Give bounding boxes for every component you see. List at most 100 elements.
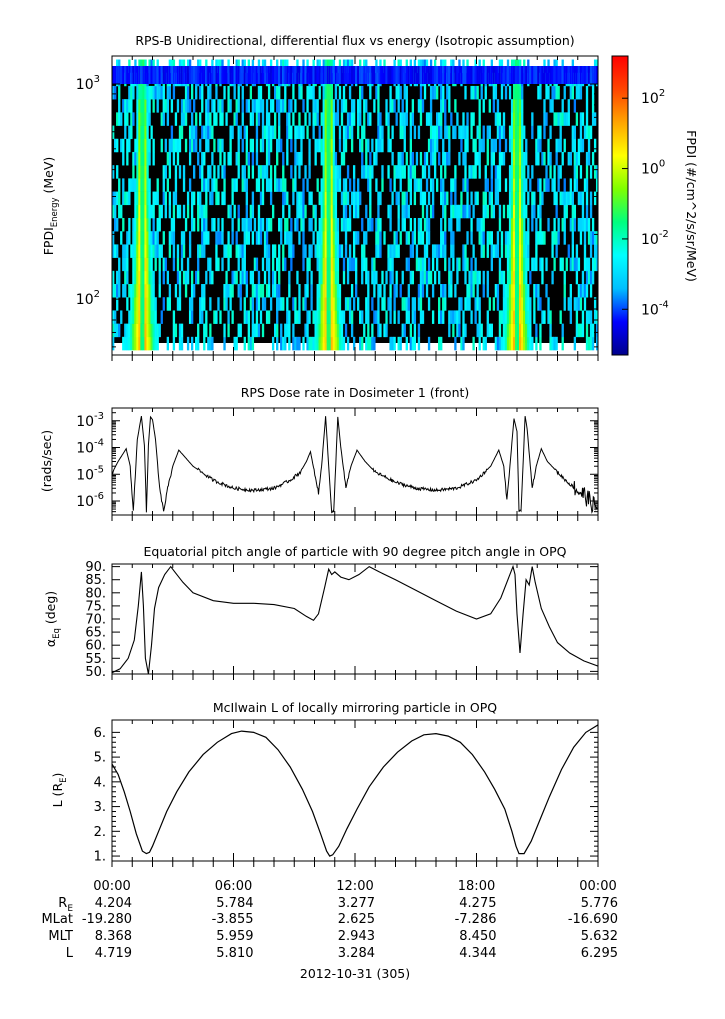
heatmap-cell: [395, 85, 398, 100]
heatmap-cell: [199, 244, 202, 258]
heatmap-cell: [114, 138, 117, 153]
heatmap-cell: [492, 297, 496, 311]
heatmap-cell: [314, 66, 317, 84]
heatmap-cell: [243, 231, 246, 245]
heatmap-cell: [433, 125, 437, 140]
heatmap-cell: [494, 165, 498, 179]
heatmap-cell: [464, 270, 467, 285]
heatmap-cell: [446, 191, 449, 206]
heatmap-cell: [480, 138, 483, 153]
heatmap-cell: [423, 244, 427, 258]
heatmap-cell: [490, 66, 493, 84]
colorbar-tick-label: 10-4: [641, 299, 669, 318]
heatmap-cell: [498, 125, 502, 140]
ephemeris-row-label: MLT: [48, 929, 73, 944]
heatmap-cell: [533, 204, 536, 219]
heatmap-cell: [486, 125, 489, 140]
heatmap-cell: [535, 336, 538, 351]
heatmap-cell: [444, 99, 447, 113]
heatmap-cell: [545, 112, 548, 126]
heatmap-cell: [460, 336, 463, 351]
heatmap-cell: [116, 284, 119, 298]
heatmap-cell: [589, 284, 593, 298]
heatmap-cell: [563, 178, 566, 192]
heatmap-cell: [136, 323, 139, 338]
heatmap-cell: [551, 231, 554, 245]
heatmap-cell: [385, 66, 388, 84]
heatmap-cell: [190, 270, 194, 285]
heatmap-cell: [393, 297, 396, 311]
heatmap-cell: [470, 310, 473, 324]
heatmap-cell: [595, 165, 598, 179]
heatmap-cell: [555, 336, 558, 351]
heatmap-cell: [288, 244, 291, 258]
heatmap-cell: [352, 165, 356, 179]
heatmap-cell: [543, 178, 546, 192]
heatmap-cell: [523, 165, 526, 179]
heatmap-cell: [533, 257, 536, 272]
heatmap-cell: [332, 138, 336, 153]
heatmap-cell: [118, 204, 121, 219]
heatmap-cell: [506, 297, 510, 311]
heatmap-cell: [122, 217, 125, 232]
ephemeris-value: 3.277: [338, 896, 375, 911]
pitch-angle-ylabel: αEq (deg): [43, 591, 62, 647]
heatmap-cell: [521, 336, 524, 351]
heatmap-cell: [517, 204, 520, 219]
heatmap-cell: [342, 270, 346, 285]
heatmap-cell: [286, 217, 289, 232]
heatmap-cell: [265, 138, 269, 153]
heatmap-cell: [130, 297, 133, 311]
heatmap-cell: [577, 284, 581, 298]
heatmap-cell: [393, 284, 396, 298]
heatmap-cell: [458, 257, 461, 272]
heatmap-cell: [407, 178, 410, 192]
heatmap-cell: [355, 284, 358, 298]
heatmap-cell: [589, 323, 593, 338]
heatmap-cell: [261, 112, 265, 126]
heatmap-cell: [172, 151, 176, 166]
heatmap-cell: [517, 66, 520, 84]
heatmap-cell: [284, 336, 287, 351]
heatmap-cell: [361, 257, 364, 272]
heatmap-cell: [199, 112, 202, 126]
heatmap-cell: [521, 138, 524, 153]
heatmap-cell: [431, 66, 435, 84]
heatmap-cell: [332, 66, 336, 84]
heatmap-cell: [413, 297, 417, 311]
heatmap-cell: [126, 191, 129, 206]
heatmap-cell: [593, 231, 597, 245]
heatmap-cell: [118, 112, 121, 126]
heatmap-cell: [399, 336, 402, 351]
heatmap-cell: [551, 244, 554, 258]
heatmap-cell: [276, 257, 279, 272]
heatmap-cell: [589, 310, 593, 324]
heatmap-cell: [184, 85, 188, 100]
y-tick-label: 60.: [85, 639, 106, 654]
heatmap-cell: [278, 85, 281, 100]
heatmap-cell: [318, 85, 321, 100]
heatmap-cell: [144, 191, 147, 206]
heatmap-cell: [324, 336, 327, 351]
time-tick-label: 18:00: [458, 879, 495, 894]
heatmap-cell: [498, 310, 502, 324]
heatmap-cell: [577, 151, 581, 166]
heatmap-cell: [334, 244, 338, 258]
heatmap-cell: [162, 85, 165, 100]
heatmap-cell: [180, 244, 184, 258]
heatmap-cell: [324, 323, 327, 338]
heatmap-cell: [498, 257, 502, 272]
heatmap-cell: [334, 112, 338, 126]
heatmap-cell: [320, 151, 323, 166]
heatmap-cell: [126, 99, 129, 113]
heatmap-cell: [413, 231, 417, 245]
heatmap-cell: [274, 284, 277, 298]
heatmap-cell: [300, 85, 303, 100]
heatmap-cell: [308, 151, 311, 166]
heatmap-cell: [152, 270, 155, 285]
heatmap-cell: [180, 66, 184, 84]
heatmap-cell: [310, 297, 313, 311]
heatmap-cell: [510, 297, 514, 311]
ephemeris-value: 3.284: [338, 946, 375, 961]
heatmap-cell: [336, 178, 340, 192]
